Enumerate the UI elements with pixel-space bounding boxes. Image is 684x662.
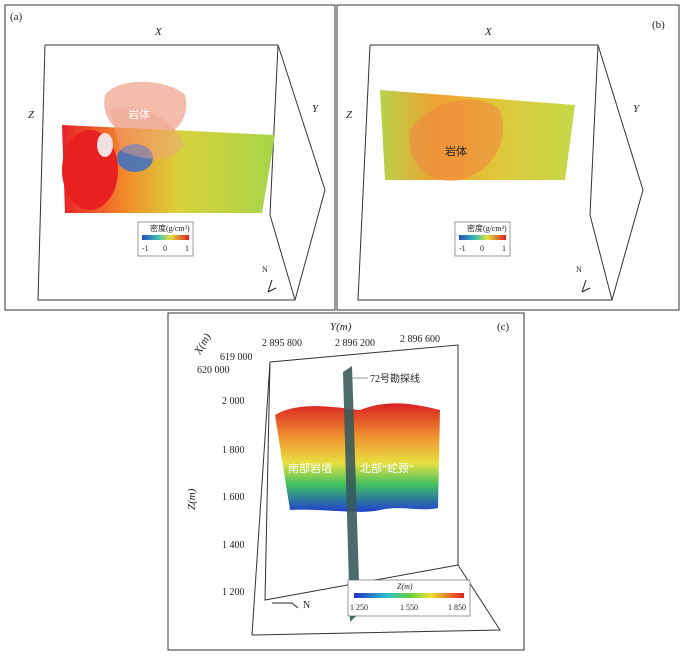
north-label: N: [576, 265, 582, 274]
panel-a: (a) X Y Z 岩体 密度(g/cm³) -1 0 1 N: [4, 4, 336, 311]
body-label: 岩体: [128, 107, 150, 121]
y-tick: 2 896 600: [400, 334, 440, 345]
panel-frame: [167, 312, 525, 651]
x-axis-title: X(m): [192, 331, 214, 357]
rock-surface: [275, 403, 440, 512]
colorbar-tick: 0: [163, 244, 167, 253]
box: [251, 344, 501, 636]
density-anomaly: [97, 133, 113, 157]
z-tick: 1 800: [222, 445, 245, 456]
rock-body: [409, 99, 504, 181]
axis-y: Y: [633, 103, 641, 115]
section-label: 72号勘探线: [370, 372, 420, 385]
colorbar: [459, 235, 506, 240]
y-tick: 2 895 800: [262, 338, 302, 349]
colorbar-tick: 1 850: [448, 603, 466, 612]
colorbar-title: Z(m): [397, 582, 413, 591]
axis-x: X: [154, 26, 163, 38]
box: [37, 44, 326, 301]
y-axis-title: Y(m): [330, 321, 352, 333]
panel-frame: [336, 4, 680, 311]
panel-label: (a): [10, 11, 23, 23]
z-tick: 1 600: [222, 492, 245, 503]
colorbar-title: 密度(g/cm³): [467, 223, 507, 233]
panel-c: (c) Y(m) 2 895 800 2 896 200 2 896 600 X…: [167, 312, 525, 651]
colorbar-tick: 1 550: [400, 603, 418, 612]
panel-label: (b): [652, 19, 665, 31]
colorbar-tick: -1: [142, 244, 149, 253]
z-tick: 1 400: [222, 540, 245, 551]
colorbar-tick: 1: [502, 244, 506, 253]
y-tick: 2 896 200: [335, 338, 375, 349]
colorbar-title: 密度(g/cm³): [150, 223, 190, 233]
z-tick: 2 000: [222, 396, 245, 407]
colorbar-tick: 1 250: [350, 603, 368, 612]
x-tick: 620 000: [197, 365, 230, 376]
axis-y: Y: [312, 103, 320, 115]
rock-body: [104, 81, 187, 140]
body-label: 岩体: [445, 144, 467, 158]
panel-b: (b) X Y Z 岩体 密度(g/cm³) -1 0 1 N: [336, 4, 680, 311]
north-label: N: [262, 265, 268, 274]
section-plane: [343, 366, 360, 622]
north-arrow: [581, 279, 591, 293]
colorbar-tick: 1: [185, 244, 189, 253]
box: [357, 44, 644, 301]
colorbar: [142, 235, 189, 240]
panel-frame: [4, 4, 336, 311]
north-arrow: [272, 602, 299, 609]
rock-body: [110, 107, 185, 159]
axis-z: Z: [28, 109, 35, 121]
density-anomaly: [117, 144, 153, 172]
colorbar: [354, 593, 464, 598]
z-tick: 1 200: [222, 587, 245, 598]
axis-z: Z: [346, 109, 353, 121]
south-label: 南部岩墙: [288, 461, 332, 475]
north-arrow: [267, 279, 277, 293]
x-tick: 619 000: [220, 352, 253, 363]
colorbar-tick: 0: [480, 244, 484, 253]
density-surface: [62, 125, 275, 213]
axis-x: X: [484, 26, 493, 38]
north-label: 北部“蛇颈”: [360, 461, 414, 475]
panel-label: (c): [497, 321, 510, 333]
north-label: N: [303, 600, 310, 611]
colorbar-tick: -1: [459, 244, 466, 253]
z-axis-title: Z(m): [186, 488, 198, 510]
